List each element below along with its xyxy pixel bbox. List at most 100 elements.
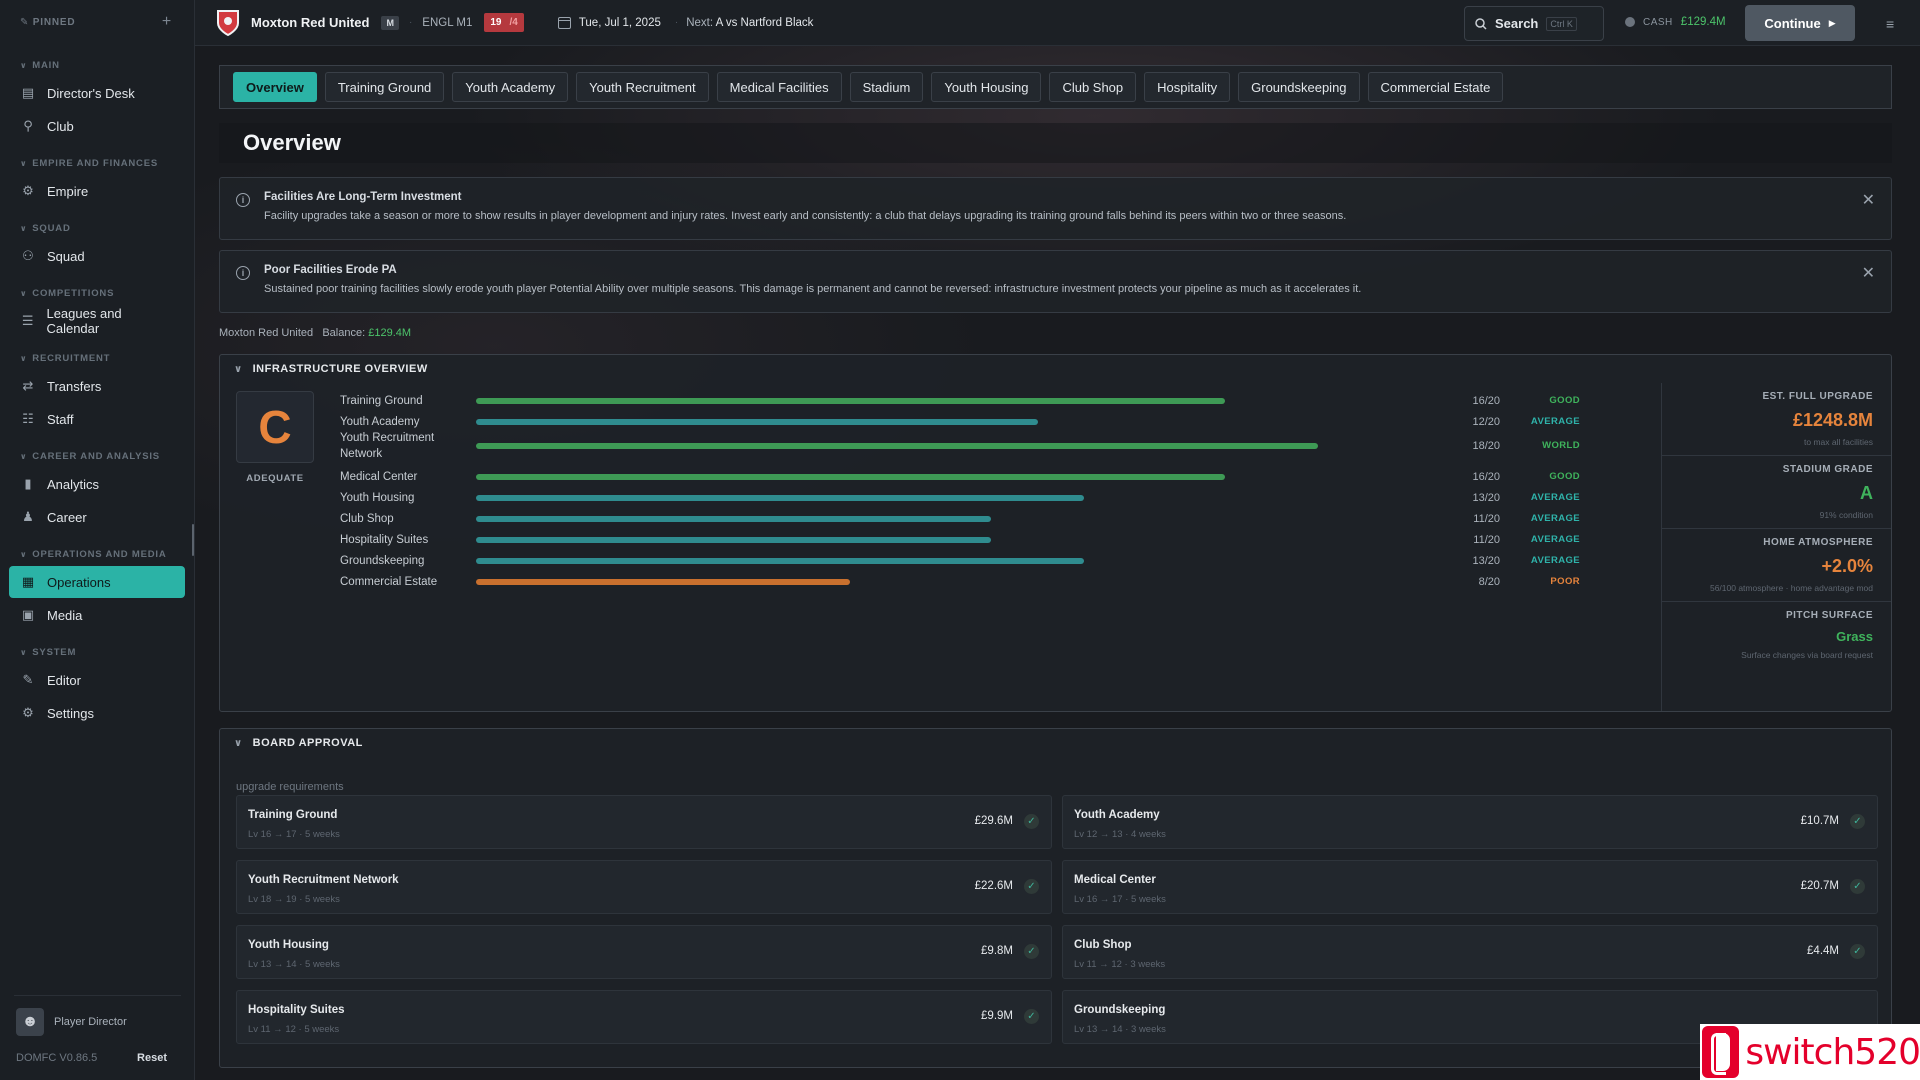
tab-stadium[interactable]: Stadium xyxy=(849,72,924,102)
sidebar-item-career[interactable]: ♟ Career xyxy=(9,501,185,533)
menu-icon[interactable]: ≡ xyxy=(1886,16,1895,32)
nav-section-header[interactable]: ∨ COMPETITIONS xyxy=(0,282,194,304)
board-approval-header[interactable]: ∨ BOARD APPROVAL xyxy=(220,729,1891,757)
facility-row[interactable]: Groundskeeping 13/20 AVERAGE xyxy=(340,549,1770,573)
facility-level-fill xyxy=(476,398,1225,404)
upgrade-request-card[interactable]: Hospitality Suites Lv 11 → 12 · 5 weeks £9… xyxy=(236,990,1052,1044)
balance-club: Moxton Red United xyxy=(219,327,314,339)
sidebar: ✎ PINNED + ∨ MAIN ▤ Director's Desk ⚲ Club ∨ EM… xyxy=(0,0,195,1080)
sidebar-item-editor[interactable]: ✎ Editor xyxy=(9,664,185,696)
search-button[interactable]: Search Ctrl K xyxy=(1464,6,1604,41)
nav-section-title: SYSTEM xyxy=(32,646,77,658)
stat-label: HOME ATMOSPHERE xyxy=(1763,537,1873,548)
close-icon[interactable]: ✕ xyxy=(1861,265,1875,282)
alert-body: Sustained poor training facilities slowl… xyxy=(264,283,1362,295)
upgrade-request-card[interactable]: Youth Housing Lv 13 → 14 · 5 weeks £9.8M ✓ xyxy=(236,925,1052,979)
nav-section-title: SQUAD xyxy=(32,222,71,234)
request-cost: £10.7M xyxy=(1800,815,1839,827)
infrastructure-stats: EST. FULL UPGRADE £1248.8M to max all faci… xyxy=(1661,383,1891,711)
facility-row[interactable]: Hospitality Suites 11/20 AVERAGE xyxy=(340,528,1770,552)
facility-row[interactable]: Training Ground 16/20 GOOD xyxy=(340,389,1770,413)
add-pin-icon[interactable]: + xyxy=(161,13,172,30)
upgrade-request-card[interactable]: Medical Center Lv 16 → 17 · 5 weeks £20.7M… xyxy=(1062,860,1878,914)
tab-club-shop[interactable]: Club Shop xyxy=(1049,72,1137,102)
nav-section-header[interactable]: ∨ OPERATIONS AND MEDIA xyxy=(0,543,194,565)
facility-row[interactable]: Youth Academy 12/20 AVERAGE xyxy=(340,410,1770,434)
stat-subtext: to max all facilities xyxy=(1804,437,1873,447)
sidebar-item-club[interactable]: ⚲ Club xyxy=(9,110,185,142)
facility-row[interactable]: Club Shop 11/20 AVERAGE xyxy=(340,507,1770,531)
nav-section-header[interactable]: ∨ SYSTEM xyxy=(0,641,194,663)
league-position-badge: 19 /4 xyxy=(484,13,524,32)
infrastructure-header[interactable]: ∨ INFRASTRUCTURE OVERVIEW xyxy=(220,355,1891,383)
tab-groundskeeping[interactable]: Groundskeeping xyxy=(1238,72,1360,102)
sidebar-scrollbar[interactable] xyxy=(192,524,194,556)
tab-commercial-estate[interactable]: Commercial Estate xyxy=(1367,72,1504,102)
sidebar-item-operations[interactable]: ▦ Operations xyxy=(9,566,185,598)
tab-hospitality[interactable]: Hospitality xyxy=(1144,72,1231,102)
tab-youth-academy[interactable]: Youth Academy xyxy=(452,72,569,102)
upgrade-request-card[interactable]: Youth Academy Lv 12 → 13 · 4 weeks £10.7M ✓ xyxy=(1062,795,1878,849)
sidebar-item-media[interactable]: ▣ Media xyxy=(9,599,185,631)
upgrade-request-card[interactable]: Training Ground Lv 16 → 17 · 5 weeks £29.6… xyxy=(236,795,1052,849)
facility-name: Youth Academy xyxy=(340,416,420,428)
nav-section-title: MAIN xyxy=(32,59,60,71)
sidebar-item-director-s-desk[interactable]: ▤ Director's Desk xyxy=(9,77,185,109)
staff-icon: ☷ xyxy=(22,411,34,426)
facility-rating: AVERAGE xyxy=(1530,416,1580,427)
media-icon: ▣ xyxy=(21,607,35,622)
cash-value: £129.4M xyxy=(1680,16,1726,28)
facility-row[interactable]: Youth Housing 13/20 AVERAGE xyxy=(340,486,1770,510)
request-facility-name: Training Ground xyxy=(248,809,338,821)
request-meta: Lv 11 → 12 · 3 weeks xyxy=(1074,959,1166,970)
sidebar-item-empire[interactable]: ⚙ Empire xyxy=(9,175,185,207)
nav-section-header[interactable]: ∨ CAREER AND ANALYSIS xyxy=(0,445,194,467)
profile[interactable]: ☻ Player Director xyxy=(14,995,181,1046)
nav-section-header[interactable]: ∨ MAIN xyxy=(0,54,194,76)
sidebar-item-label: Leagues and Calendar xyxy=(46,306,122,336)
upgrade-request-card[interactable]: Youth Recruitment Network Lv 18 → 19 · 5 … xyxy=(236,860,1052,914)
facility-rating: GOOD xyxy=(1549,395,1580,406)
stat-label: EST. FULL UPGRADE xyxy=(1762,391,1873,402)
tab-youth-recruitment[interactable]: Youth Recruitment xyxy=(576,72,709,102)
facility-row[interactable]: Commercial Estate 8/20 POOR xyxy=(340,570,1770,594)
sidebar-item-analytics[interactable]: ▮ Analytics xyxy=(9,468,185,500)
sidebar-nav: ∨ MAIN ▤ Director's Desk ⚲ Club ∨ EMPIRE AND FI… xyxy=(0,54,194,729)
reset-button[interactable]: Reset xyxy=(137,1052,167,1064)
facility-row[interactable]: Medical Center 16/20 GOOD xyxy=(340,465,1770,489)
stat-value: A xyxy=(1860,483,1873,503)
upgrade-request-card[interactable]: Club Shop Lv 11 → 12 · 3 weeks £4.4M ✓ xyxy=(1062,925,1878,979)
facility-level-bar xyxy=(476,516,1412,522)
tab-training-ground[interactable]: Training Ground xyxy=(324,72,445,102)
club-name[interactable]: Moxton Red United xyxy=(251,15,370,30)
next-fixture-value: A vs Nartford Black xyxy=(715,16,814,29)
facility-row[interactable]: Youth Recruitment Network 18/20 WORLD xyxy=(340,431,1770,461)
nav-section-header[interactable]: ∨ EMPIRE AND FINANCES xyxy=(0,152,194,174)
sidebar-item-staff[interactable]: ☷ Staff xyxy=(9,403,185,435)
facility-rating: AVERAGE xyxy=(1530,534,1580,545)
calendar-icon xyxy=(557,16,571,29)
continue-button[interactable]: Continue ▶ xyxy=(1745,5,1855,41)
tab-overview[interactable]: Overview xyxy=(233,72,317,102)
sidebar-item-transfers[interactable]: ⇄ Transfers xyxy=(9,370,185,402)
close-icon[interactable]: ✕ xyxy=(1861,192,1875,209)
nav-section-header[interactable]: ∨ SQUAD xyxy=(0,217,194,239)
infrastructure-panel: ∨ INFRASTRUCTURE OVERVIEW C ADEQUATE Tra… xyxy=(219,354,1892,712)
infrastructure-stat: PITCH SURFACE Grass Surface changes via bo… xyxy=(1662,602,1891,668)
request-facility-name: Hospitality Suites xyxy=(248,1004,345,1016)
facility-level-bar xyxy=(476,537,1412,543)
gear-icon: ⚙ xyxy=(22,183,34,198)
sidebar-item-squad[interactable]: ⚇ Squad xyxy=(9,240,185,272)
tab-youth-housing[interactable]: Youth Housing xyxy=(931,72,1042,102)
tab-medical-facilities[interactable]: Medical Facilities xyxy=(716,72,842,102)
sidebar-item-label: Operations xyxy=(47,574,111,590)
sidebar-item-settings[interactable]: ⚙ Settings xyxy=(9,697,185,729)
sidebar-item-leagues-and-calendar[interactable]: ☰ Leagues and Calendar xyxy=(9,305,185,337)
facility-rating: WORLD xyxy=(1542,440,1580,451)
facility-level-bar xyxy=(476,495,1412,501)
league-position-total: /4 xyxy=(509,17,518,28)
next-fixture[interactable]: Next: A vs Nartford Black xyxy=(686,17,813,29)
nav-section-header[interactable]: ∨ RECRUITMENT xyxy=(0,347,194,369)
facility-level-fill xyxy=(476,558,1085,564)
info-icon: i xyxy=(236,193,250,207)
